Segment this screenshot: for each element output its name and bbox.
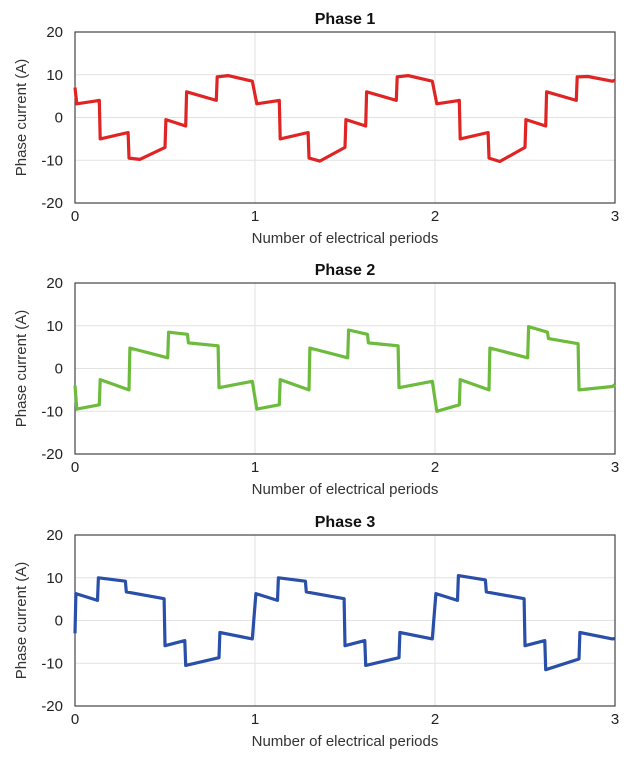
y-tick-label: -20: [41, 195, 63, 212]
chart-title: Phase 2: [315, 262, 376, 279]
y-tick-label: -10: [41, 152, 63, 169]
y-axis-label: Phase current (A): [13, 59, 30, 177]
x-tick-label: 0: [71, 711, 79, 728]
y-tick-label: 20: [46, 275, 63, 292]
x-tick-label: 3: [611, 711, 619, 728]
phase-current-trace: [73, 73, 616, 164]
y-tick-label: 20: [46, 24, 63, 41]
phase-current-trace: [73, 325, 616, 413]
axes-frame: [74, 31, 616, 204]
axes-frame: [74, 282, 616, 455]
y-tick-label: 0: [55, 613, 63, 630]
y-tick-label: 10: [46, 67, 63, 84]
x-tick-label: 0: [71, 459, 79, 476]
x-tick-label: 0: [71, 208, 79, 225]
x-axis-label: Number of electrical periods: [252, 481, 439, 498]
y-tick-label: 10: [46, 570, 63, 587]
y-tick-label: 10: [46, 318, 63, 335]
y-tick-label: -10: [41, 403, 63, 420]
y-tick-label: -10: [41, 655, 63, 672]
y-tick-label: 0: [55, 361, 63, 378]
x-tick-label: 1: [251, 208, 259, 225]
y-tick-label: -20: [41, 446, 63, 463]
y-tick-label: 0: [55, 110, 63, 127]
chart-title: Phase 1: [315, 11, 376, 28]
x-tick-label: 2: [431, 208, 439, 225]
y-axis-label: Phase current (A): [13, 562, 30, 680]
x-tick-label: 2: [431, 711, 439, 728]
chart-title: Phase 3: [315, 514, 376, 531]
y-axis-label: Phase current (A): [13, 310, 30, 428]
x-tick-label: 1: [251, 711, 259, 728]
x-tick-label: 1: [251, 459, 259, 476]
x-tick-label: 2: [431, 459, 439, 476]
x-axis-label: Number of electrical periods: [252, 230, 439, 247]
y-tick-label: 20: [46, 527, 63, 544]
x-tick-label: 3: [611, 459, 619, 476]
y-tick-label: -20: [41, 698, 63, 715]
phase-current-trace: [73, 573, 616, 672]
x-axis-label: Number of electrical periods: [252, 733, 439, 750]
x-tick-label: 3: [611, 208, 619, 225]
